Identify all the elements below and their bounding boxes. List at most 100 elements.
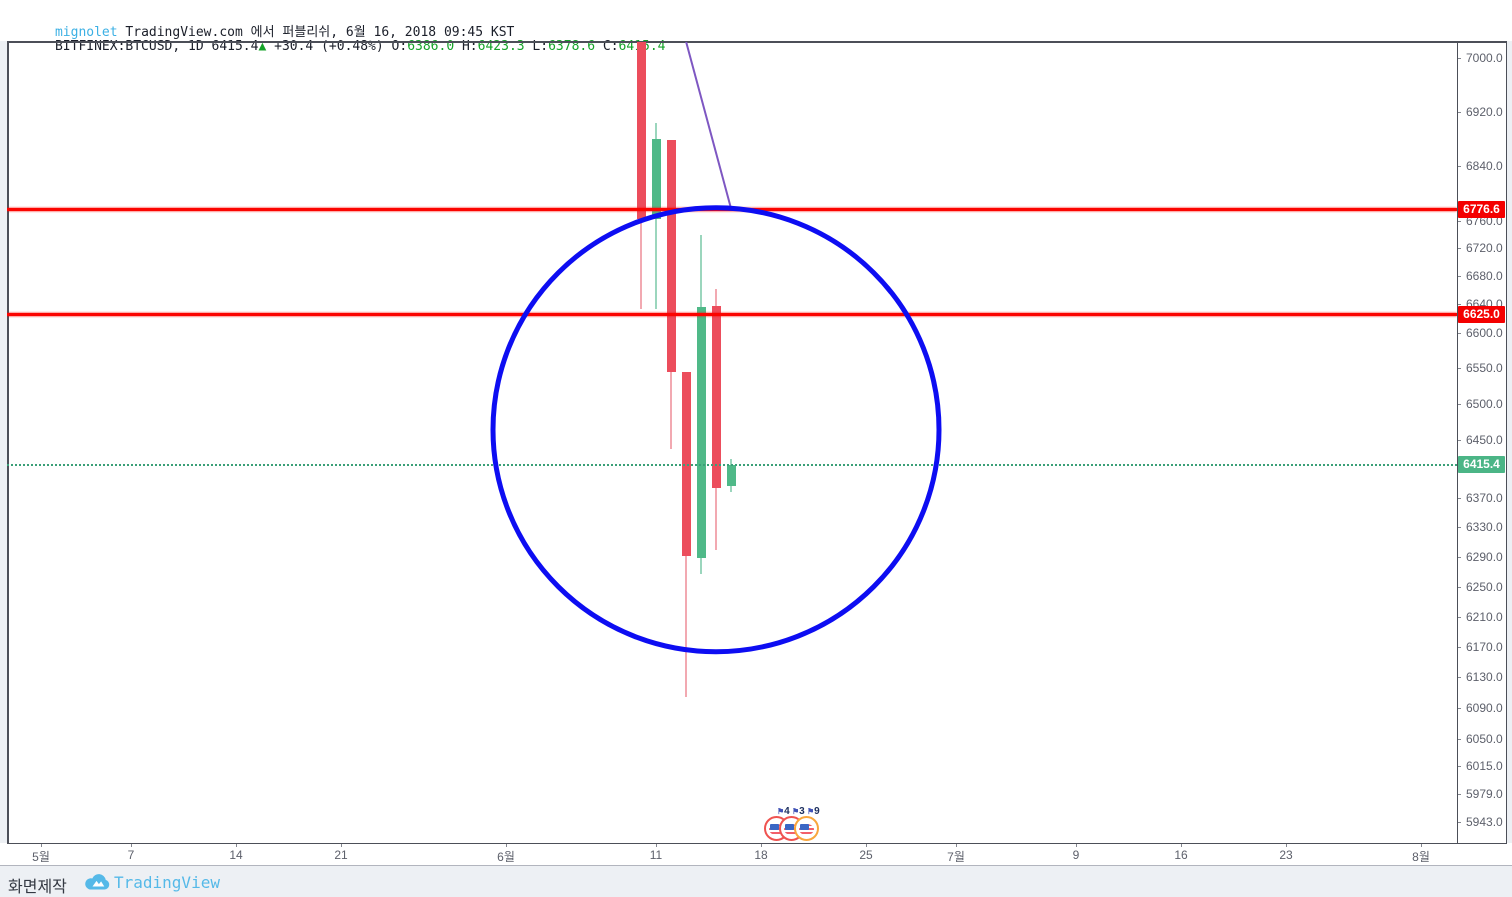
publish-text: TradingView.com 에서 퍼블리쉬, 6월 16, 2018 09:… (117, 25, 515, 40)
candle[interactable] (651, 138, 661, 220)
time-tick-dash (866, 843, 867, 847)
price-tick-dash (1457, 248, 1461, 250)
time-tick-label: 9 (1072, 848, 1080, 862)
horizontal-price-line[interactable] (7, 207, 1457, 211)
candle[interactable] (726, 464, 736, 487)
time-tick-dash (656, 843, 657, 847)
plot-right-border (1457, 42, 1458, 843)
price-tick-dash (1457, 765, 1461, 767)
time-tick-label: 11 (649, 848, 663, 862)
event-count: ⚑9 (807, 806, 820, 817)
price-tick-label: 6210.0 (1466, 609, 1503, 624)
price-tick-dash (1457, 793, 1461, 795)
time-tick-dash (956, 843, 957, 847)
time-tick-label: 8월 (1412, 850, 1430, 864)
price-level-badge[interactable]: 6625.0 (1458, 306, 1505, 324)
price-tick-dash (1457, 646, 1461, 648)
price-tick-dash (1457, 403, 1461, 405)
price-tick-label: 6290.0 (1466, 550, 1503, 565)
price-tick-label: 6500.0 (1466, 396, 1503, 411)
event-flag-icon: ⚑ (792, 807, 800, 816)
price-tick-label: 6450.0 (1466, 432, 1503, 447)
price-tick-dash (1457, 498, 1461, 500)
time-tick-label: 16 (1174, 848, 1188, 862)
price-tick-label: 6680.0 (1466, 269, 1503, 284)
time-tick-label: 7월 (947, 850, 965, 864)
publish-info-line: mignolet TradingView.com 에서 퍼블리쉬, 6월 16,… (8, 6, 514, 55)
price-tick-label: 5943.0 (1466, 814, 1503, 829)
time-tick-dash (236, 843, 237, 847)
price-tick-label: 6550.0 (1466, 361, 1503, 376)
event-flag-canton (769, 823, 779, 830)
candle[interactable] (696, 307, 706, 558)
price-tick-label: 7000.0 (1466, 51, 1503, 65)
time-tick-dash (506, 843, 507, 847)
plot-bottom-border (7, 843, 1507, 844)
tradingview-brand-link[interactable]: TradingView (114, 873, 220, 892)
price-tick-dash (1457, 332, 1461, 334)
current-price-line (7, 463, 1457, 466)
price-tick-dash (1457, 276, 1461, 278)
time-axis[interactable]: 5월 7 14 21 6월 11 18 25 7월 9 16 23 8월 (0, 843, 1512, 865)
price-tick-dash (1457, 738, 1461, 740)
price-tick-dash (1457, 165, 1461, 167)
made-with-label: 화면제작 (8, 877, 67, 896)
screenshot-footer: 화면제작 TradingView (0, 866, 1512, 897)
price-tick-dash (1457, 557, 1461, 559)
plot-left-border (7, 41, 9, 843)
candle[interactable] (666, 140, 676, 372)
axis-right-border (1506, 42, 1507, 843)
candle[interactable] (636, 42, 646, 219)
price-tick-label: 6015.0 (1466, 758, 1503, 773)
event-marker-icon[interactable] (793, 815, 819, 841)
time-tick-dash (1421, 843, 1422, 847)
price-tick-label: 6370.0 (1466, 491, 1503, 506)
time-tick-dash (1076, 843, 1077, 847)
plot-top-border (7, 41, 1507, 43)
price-tick-dash (1457, 527, 1461, 529)
time-tick-label: 23 (1279, 848, 1293, 862)
price-tick-dash (1457, 821, 1461, 823)
symbol-ohlc-line: BITFINEX:BTCUSD, 1D 6415.4▲ +30.4 (+0.48… (8, 24, 666, 69)
time-tick-label: 25 (859, 848, 873, 862)
event-flag-icon: ⚑ (807, 807, 815, 816)
event-flag-canton (784, 823, 794, 830)
price-tick-dash (1457, 616, 1461, 618)
price-tick-dash (1457, 220, 1461, 222)
event-flag-icon: ⚑ (777, 807, 785, 816)
candle[interactable] (711, 305, 721, 488)
price-tick-dash (1457, 439, 1461, 441)
price-tick-dash (1457, 677, 1461, 679)
chart-plot-area[interactable]: ⚑4 ⚑3 ⚑9 (7, 42, 1457, 843)
up-arrow-icon: ▲ (258, 39, 267, 54)
event-count: ⚑3 (792, 806, 805, 817)
tradingview-logo-icon (85, 874, 110, 890)
time-tick-label: 21 (334, 848, 348, 862)
price-axis[interactable]: 6776.6 6625.0 7000.0 6920.0 6840.0 6760.0 6720… (1457, 42, 1507, 843)
time-tick-label: 6월 (497, 850, 515, 864)
price-tick-label: 6600.0 (1466, 325, 1503, 340)
price-tick-label: 6250.0 (1466, 579, 1503, 594)
time-tick-dash (1286, 843, 1287, 847)
price-level-badge[interactable]: 6776.6 (1458, 200, 1505, 218)
price-tick-label: 6720.0 (1466, 241, 1503, 256)
price-tick-dash (1457, 111, 1461, 113)
chart-header: mignolet TradingView.com 에서 퍼블리쉬, 6월 16,… (0, 0, 1512, 54)
price-tick-label: 6130.0 (1466, 670, 1503, 685)
time-tick-dash (761, 843, 762, 847)
time-tick-label: 5월 (32, 850, 50, 864)
event-count: ⚑4 (777, 806, 790, 817)
timeaxis-bottom-border (0, 865, 1512, 866)
username[interactable]: mignolet (54, 25, 118, 40)
price-tick-label: 6090.0 (1466, 700, 1503, 715)
horizontal-price-line[interactable] (7, 313, 1457, 317)
time-tick-dash (341, 843, 342, 847)
price-tick-label: 6330.0 (1466, 520, 1503, 535)
event-flag-canton (799, 823, 809, 830)
price-tick-label: 6840.0 (1466, 158, 1503, 173)
time-tick-dash (131, 843, 132, 847)
trendline[interactable] (685, 42, 732, 209)
price-tick-label: 6170.0 (1466, 639, 1503, 654)
current-price-badge[interactable]: 6415.4 (1458, 456, 1505, 474)
